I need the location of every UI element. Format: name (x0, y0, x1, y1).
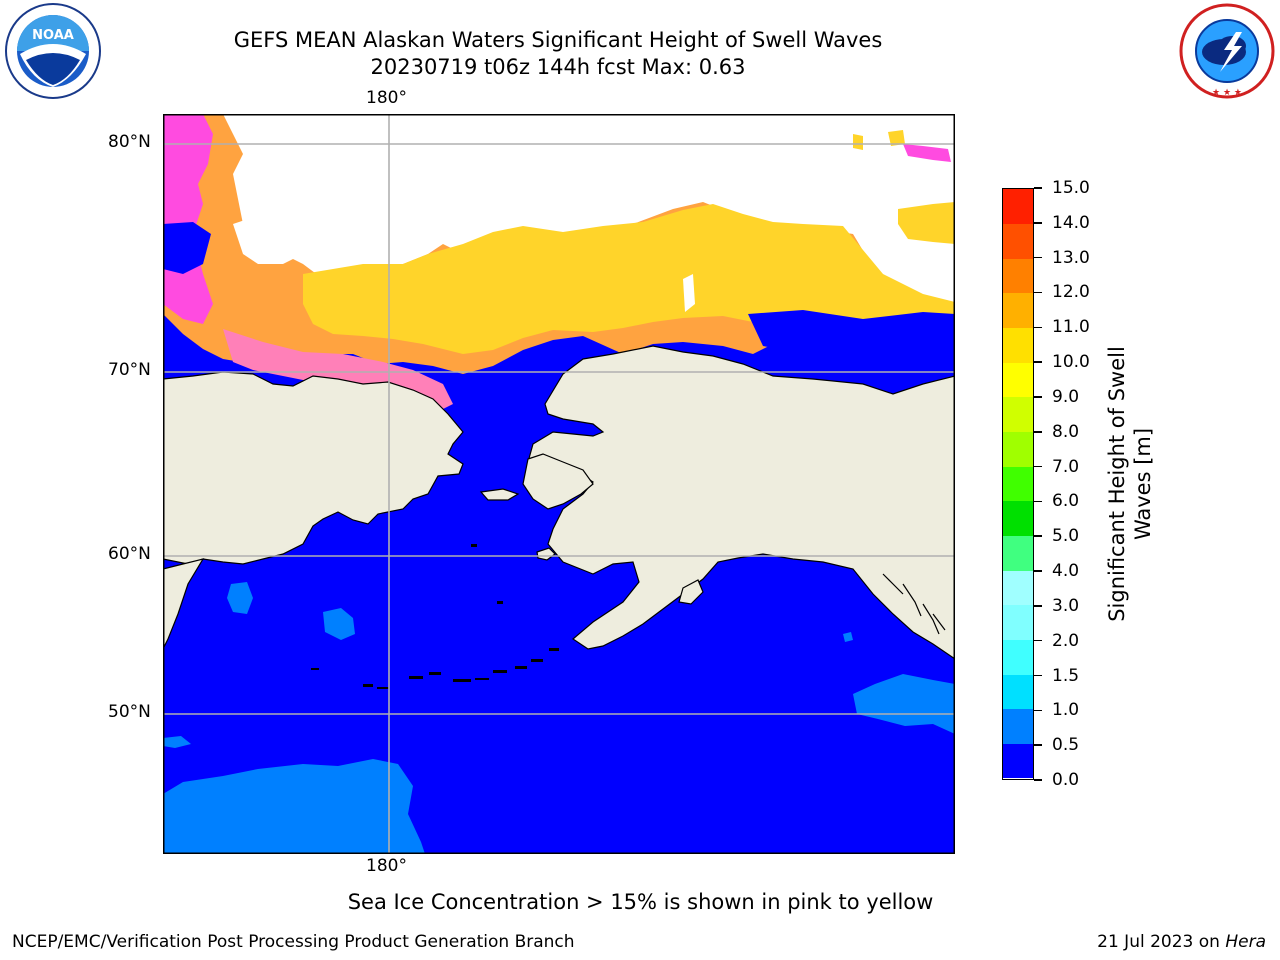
colorbar-tick (1034, 779, 1042, 781)
colorbar-tick (1034, 326, 1042, 329)
colorbar-tick-label: 0.0 (1052, 770, 1080, 790)
colorbar-segment (1003, 431, 1033, 467)
colorbar-segment (1003, 258, 1033, 294)
colorbar-tick-label: 3.0 (1052, 595, 1080, 616)
lat-label-80: 80°N (108, 132, 151, 152)
map-title: GEFS MEAN Alaskan Waters Significant Hei… (233, 28, 883, 52)
colorbar-tick (1034, 674, 1042, 677)
map-panel (163, 114, 955, 854)
colorbar-segment (1003, 327, 1033, 363)
lon-label-bottom: 180° (366, 856, 407, 876)
swell-patch-west (227, 582, 253, 614)
colorbar-tick-label: 7.0 (1052, 456, 1080, 477)
colorbar-tick (1034, 256, 1042, 259)
footer-date: 21 Jul 2023 on Hera (1097, 932, 1266, 952)
colorbar-tick-label: 0.5 (1052, 735, 1080, 756)
colorbar-tick-label: 1.0 (1052, 700, 1080, 721)
ice-gap-white (233, 209, 313, 264)
lat-label-70: 70°N (108, 360, 151, 380)
swell-patch-gulf (853, 674, 955, 734)
colorbar-segment (1003, 223, 1033, 259)
noaa-logo-text: NOAA (32, 28, 74, 43)
colorbar-segment (1003, 292, 1033, 329)
open-water-beaufort (748, 310, 955, 366)
colorbar-tick-label: 15.0 (1052, 178, 1090, 198)
colorbar-tick-label: 1.5 (1052, 665, 1080, 686)
colorbar-tick (1034, 291, 1042, 294)
open-water-west (163, 222, 211, 274)
colorbar-segment (1003, 639, 1033, 675)
land-russia (163, 371, 464, 565)
colorbar-segment (1003, 189, 1033, 225)
colorbar-title-line1: Significant Height of Swell (1105, 346, 1129, 622)
colorbar-tick-label: 9.0 (1052, 386, 1080, 407)
colorbar-tick (1034, 709, 1042, 712)
colorbar-tick-label: 8.0 (1052, 421, 1080, 442)
sea-ice-northeast-magenta (903, 144, 951, 162)
swell-patch-southwest (163, 759, 425, 854)
colorbar-segment (1003, 396, 1033, 433)
colorbar-tick-label: 14.0 (1052, 212, 1090, 233)
colorbar-tick (1034, 361, 1042, 363)
colorbar-segment (1003, 743, 1033, 779)
colorbar-segment (1003, 604, 1033, 640)
colorbar-tick (1034, 570, 1042, 572)
lat-label-50: 50°N (108, 702, 151, 722)
colorbar-tick (1034, 222, 1042, 224)
colorbar-tick-label: 13.0 (1052, 247, 1090, 268)
ice-gap-white-2 (683, 274, 695, 312)
map-border (163, 114, 955, 854)
nunivak-island (536, 547, 556, 561)
colorbar-segment (1003, 674, 1033, 710)
lon-label-top: 180° (366, 88, 407, 108)
swell-patch-bering (323, 608, 355, 640)
colorbar-tick-label: 4.0 (1052, 561, 1080, 582)
colorbar-tick-label: 5.0 (1052, 526, 1080, 547)
southeast-alaska-islands (882, 573, 946, 635)
st-lawrence-island (479, 488, 520, 501)
colorbar-segment (1003, 500, 1033, 536)
colorbar-tick-label: 12.0 (1052, 282, 1090, 303)
aleutian-islands (311, 544, 559, 689)
colorbar-tick (1034, 431, 1042, 433)
nws-logo-icon: ★ ★ ★ (1179, 3, 1275, 99)
colorbar-tick (1034, 605, 1042, 607)
noaa-logo-icon: NOAA (5, 3, 101, 99)
colorbar-tick-label: 11.0 (1052, 317, 1090, 338)
footer-date-text: 21 Jul 2023 on (1097, 932, 1226, 952)
swell-patch-gulf-small (843, 632, 853, 642)
colorbar-tick-label: 2.0 (1052, 630, 1080, 651)
swell-patch-small (163, 736, 191, 748)
colorbar-tick (1034, 535, 1042, 537)
map-gridlines (163, 114, 955, 854)
sea-ice-northeast-yellow (853, 130, 905, 150)
footer-producer: NCEP/EMC/Verification Post Processing Pr… (12, 932, 575, 952)
colorbar-title: Significant Height of Swell Waves [m] (1104, 346, 1156, 622)
colorbar-tick (1034, 396, 1042, 398)
colorbar-tick-label: 6.0 (1052, 491, 1080, 512)
sea-ice-note: Sea Ice Concentration > 15% is shown in … (347, 890, 934, 914)
svg-text:★ ★ ★: ★ ★ ★ (1212, 88, 1242, 98)
colorbar-segment (1003, 708, 1033, 744)
colorbar-tick (1034, 465, 1042, 468)
colorbar-segment (1003, 466, 1033, 502)
kodiak-island (678, 579, 704, 605)
map-forecast-info: 20230719 t06z 144h fcst Max: 0.63 (370, 55, 746, 79)
footer-host: Hera (1225, 932, 1266, 952)
colorbar-tick (1034, 187, 1042, 189)
colorbar-tick (1034, 500, 1042, 503)
colorbar-segment (1003, 362, 1033, 398)
lat-label-60: 60°N (108, 544, 151, 564)
colorbar-segment (1003, 535, 1033, 571)
colorbar-tick-label: 10.0 (1052, 352, 1090, 373)
colorbar-segment (1003, 570, 1033, 606)
colorbar-title-line2: Waves [m] (1131, 427, 1155, 541)
sea-ice-northeast (898, 202, 955, 244)
colorbar-tick (1034, 744, 1042, 746)
colorbar-tick (1034, 639, 1042, 642)
colorbar (1002, 188, 1034, 780)
land-seward (522, 453, 594, 510)
